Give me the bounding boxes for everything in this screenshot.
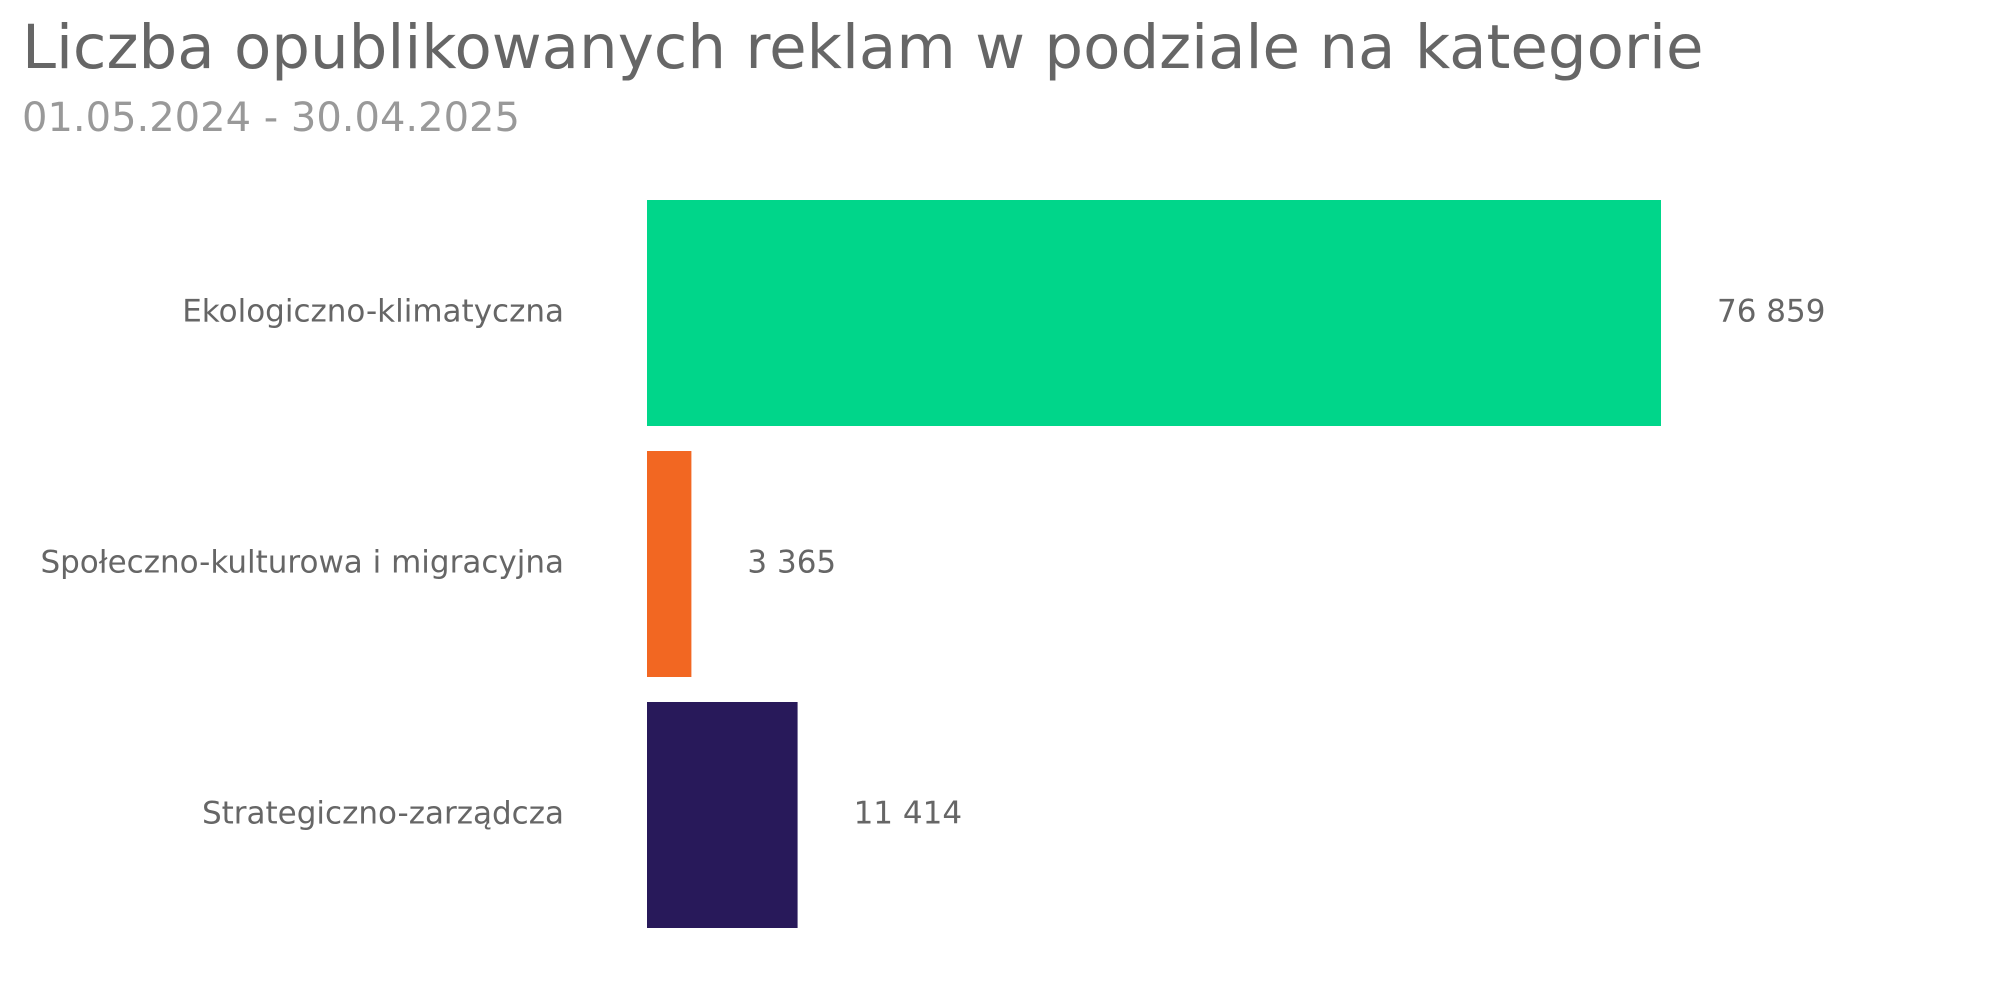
category-label-spoleczno-kulturowa-i-migracyjna: Społeczno-kulturowa i migracyjna <box>40 545 564 581</box>
chart-subtitle: 01.05.2024 - 30.04.2025 <box>22 95 520 141</box>
chart-title: Liczba opublikowanych reklam w podziale … <box>22 12 1704 83</box>
labels-layer: Ekologiczno-klimatyczna 76 859 Społeczno-k… <box>40 294 1825 832</box>
value-label-spoleczno-kulturowa-i-migracyjna: 3 365 <box>747 545 836 581</box>
bar-ekologiczno-klimatyczna <box>647 200 1661 426</box>
category-label-ekologiczno-klimatyczna: Ekologiczno-klimatyczna <box>182 294 564 330</box>
bars-layer <box>647 200 1661 928</box>
value-label-strategiczno-zarzadcza: 11 414 <box>854 796 962 832</box>
value-label-ekologiczno-klimatyczna: 76 859 <box>1717 294 1825 330</box>
bar-spoleczno-kulturowa-i-migracyjna <box>647 451 692 677</box>
bar-strategiczno-zarzadcza <box>647 702 798 928</box>
category-label-strategiczno-zarzadcza: Strategiczno-zarządcza <box>202 796 564 832</box>
